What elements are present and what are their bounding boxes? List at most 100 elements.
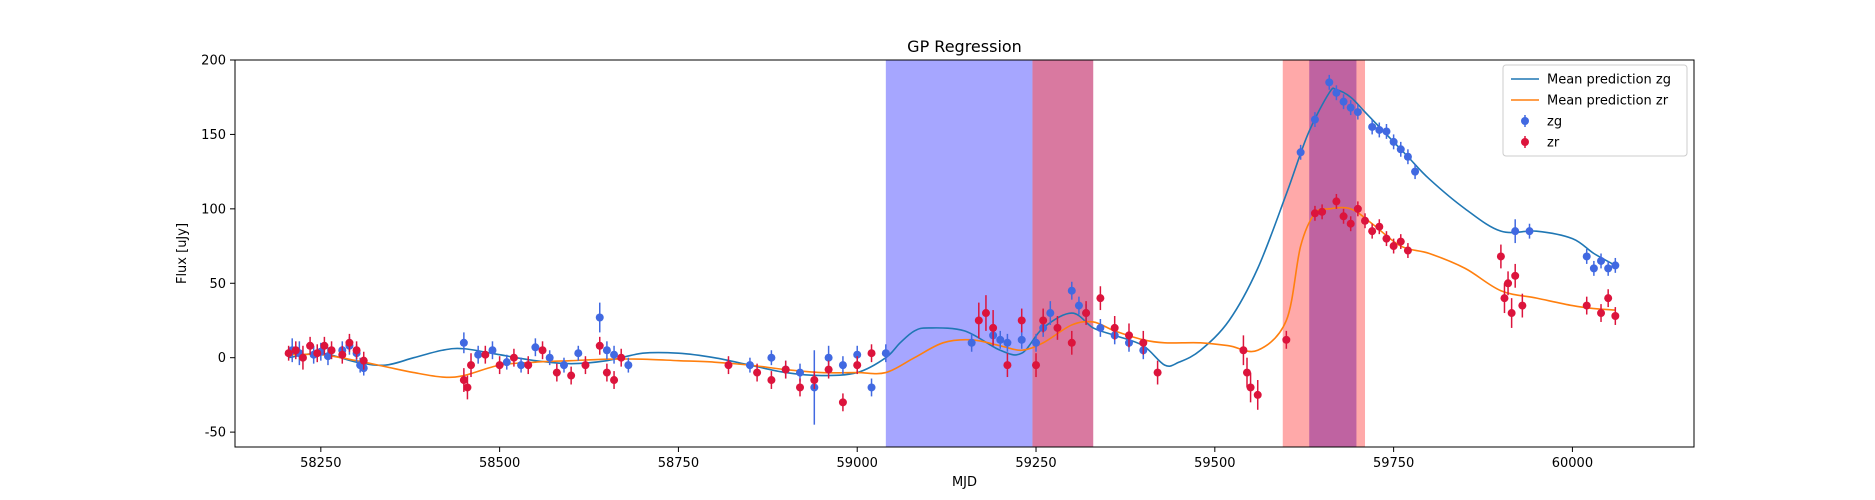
point-zg xyxy=(1003,338,1012,347)
point-zr xyxy=(1500,294,1509,303)
point-zg xyxy=(459,338,468,347)
point-zg xyxy=(1582,252,1591,261)
point-zg xyxy=(1096,323,1105,332)
point-zr xyxy=(853,361,862,370)
point-zr xyxy=(724,361,733,370)
x-tick-label: 59250 xyxy=(1015,456,1056,471)
point-zr xyxy=(1053,323,1062,332)
point-zr xyxy=(291,346,300,355)
chart-title: GP Regression xyxy=(907,37,1022,56)
point-zr xyxy=(495,361,504,370)
y-tick-label: 50 xyxy=(209,277,226,292)
point-zr xyxy=(1096,294,1105,303)
point-zr xyxy=(1604,294,1613,303)
point-zg xyxy=(881,349,890,358)
point-zr xyxy=(463,383,472,392)
point-zr xyxy=(1582,301,1591,310)
point-zr xyxy=(1389,242,1398,251)
point-zr xyxy=(989,323,998,332)
point-zr xyxy=(313,349,322,358)
point-zg xyxy=(1389,137,1398,146)
point-zr xyxy=(345,338,354,347)
x-tick-label: 60000 xyxy=(1552,456,1593,471)
point-zg xyxy=(1368,122,1377,131)
legend-box xyxy=(1502,64,1688,157)
shaded-region-3 xyxy=(1309,60,1357,447)
point-zr xyxy=(359,356,368,365)
point-zr xyxy=(767,376,776,385)
point-zr xyxy=(1507,309,1516,318)
point-zr xyxy=(320,341,329,350)
plot-frame xyxy=(234,59,1695,448)
point-zr xyxy=(753,368,762,377)
point-zr xyxy=(524,361,533,370)
point-zr xyxy=(1282,335,1291,344)
point-zr xyxy=(1243,368,1252,377)
point-zr xyxy=(1003,361,1012,370)
point-zr xyxy=(1504,279,1513,288)
point-zr xyxy=(1368,227,1377,236)
point-zg xyxy=(1411,167,1420,176)
point-zr xyxy=(796,383,805,392)
point-zg xyxy=(624,361,633,370)
point-zr xyxy=(1246,383,1255,392)
y-tick-label: 150 xyxy=(201,128,226,143)
x-tick-label: 58500 xyxy=(479,456,520,471)
point-zg xyxy=(824,353,833,362)
point-zg xyxy=(838,361,847,370)
point-zg xyxy=(1332,88,1341,97)
legend-label: zg xyxy=(1547,115,1562,130)
point-zr xyxy=(610,376,619,385)
point-zr xyxy=(581,361,590,370)
point-zg xyxy=(767,353,776,362)
point-zr xyxy=(1339,212,1348,221)
x-tick-label: 59000 xyxy=(837,456,878,471)
legend: Mean prediction zg Mean prediction zr zg zr xyxy=(1502,64,1688,157)
x-tick-label: 58750 xyxy=(658,456,699,471)
point-zr xyxy=(1318,207,1327,216)
point-zr xyxy=(1353,204,1362,213)
point-zg xyxy=(1511,227,1520,236)
point-zr xyxy=(509,353,518,362)
point-zg xyxy=(1067,286,1076,295)
point-zr xyxy=(838,398,847,407)
point-zg xyxy=(574,349,583,358)
point-zg xyxy=(1604,264,1613,273)
point-zg xyxy=(1611,261,1620,270)
legend-label: Mean prediction zr xyxy=(1547,94,1669,109)
point-zg xyxy=(602,346,611,355)
point-zr xyxy=(867,349,876,358)
point-zg xyxy=(1017,335,1026,344)
point-zg xyxy=(502,358,511,367)
point-zr xyxy=(552,368,561,377)
point-zg xyxy=(1403,152,1412,161)
y-tick-label: 0 xyxy=(218,351,226,366)
point-zr xyxy=(781,365,790,374)
point-zr xyxy=(1239,346,1248,355)
point-zr xyxy=(1017,316,1026,325)
point-zg xyxy=(1310,115,1319,124)
point-zg xyxy=(1589,264,1598,273)
point-zr xyxy=(1039,316,1048,325)
point-zr xyxy=(1310,209,1319,218)
shaded-region-1 xyxy=(1032,60,1094,447)
point-zg xyxy=(1597,256,1606,265)
point-zr xyxy=(1611,312,1620,321)
legend-label: Mean prediction zg xyxy=(1547,73,1671,88)
point-zr xyxy=(617,353,626,362)
point-zr xyxy=(1518,301,1527,310)
point-zr xyxy=(810,376,819,385)
point-zr xyxy=(981,309,990,318)
point-zg xyxy=(1382,127,1391,136)
point-zg xyxy=(1396,145,1405,154)
point-zg xyxy=(610,350,619,359)
point-zg xyxy=(796,368,805,377)
point-zg xyxy=(967,338,976,347)
x-tick-label: 59750 xyxy=(1373,456,1414,471)
point-zr xyxy=(1346,219,1355,228)
point-zg xyxy=(1353,108,1362,117)
point-zr xyxy=(824,365,833,374)
point-zr xyxy=(1597,309,1606,318)
point-zg xyxy=(474,350,483,359)
